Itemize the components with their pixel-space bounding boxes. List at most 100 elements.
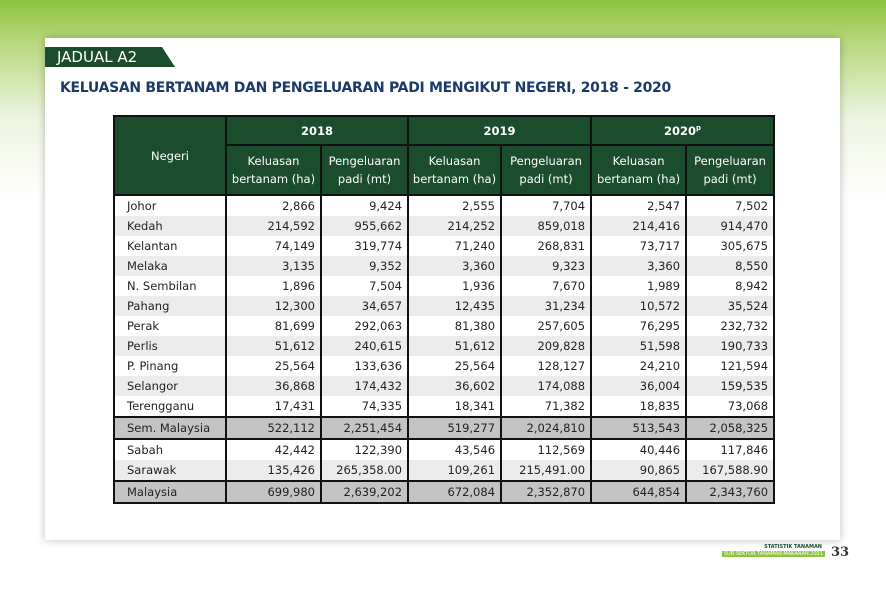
cell-value: 51,612 (225, 336, 322, 356)
cell-value: 2,547 (590, 195, 688, 216)
table-body: Johor 2,866 9,424 2,555 7,704 2,547 7,502 Kedah… (113, 195, 776, 504)
header-row: Keluasan bertanam (ha) Pengeluaran padi (… (114, 144, 776, 196)
year: 2020 (664, 123, 697, 138)
cell-value: 215,491.00 (500, 460, 593, 481)
cell-value: 644,854 (590, 480, 688, 504)
subcolumn-header: Keluasan bertanam (ha) (407, 144, 503, 196)
state-name: P. Pinang (113, 356, 227, 376)
data-row: Kedah 214,592 955,662 214,252 859,018 214,416… (113, 216, 776, 236)
cell-value: 268,831 (500, 236, 593, 256)
cell-value: 112,569 (500, 439, 593, 460)
state-name: Perlis (113, 336, 227, 356)
data-row: Selangor 36,868 174,432 36,602 174,088 36,004… (113, 376, 776, 396)
data-table: Negeri 2018 2019 2020p Keluasan bertanam (ha… (113, 115, 776, 504)
cell-value: 73,717 (590, 236, 688, 256)
cell-value: 2,352,870 (500, 480, 593, 504)
cell-value: 9,424 (319, 195, 410, 216)
cell-value: 74,149 (225, 236, 322, 256)
state-name: Kelantan (113, 236, 227, 256)
year-note: p (696, 123, 702, 132)
state-name: Perak (113, 316, 227, 336)
cell-value: 265,358.00 (319, 460, 410, 481)
subcolumn-header: Pengeluaran padi (mt) (500, 144, 593, 196)
data-row: Perlis 51,612 240,615 51,612 209,828 51,598 19… (113, 336, 776, 356)
state-name: Sarawak (113, 460, 227, 481)
cell-value: 8,550 (685, 256, 776, 276)
cell-value: 74,335 (319, 396, 410, 417)
cell-value: 2,343,760 (685, 480, 776, 504)
cell-value: 2,058,325 (685, 416, 776, 440)
cell-value: 121,594 (685, 356, 776, 376)
cell-value: 232,732 (685, 316, 776, 336)
cell-value: 190,733 (685, 336, 776, 356)
cell-value: 2,866 (225, 195, 322, 216)
cell-value: 73,068 (685, 396, 776, 417)
state-name: Melaka (113, 256, 227, 276)
cell-value: 2,251,454 (319, 416, 410, 440)
footer-line: STATISTIK TANAMAN (764, 544, 822, 550)
cell-value: 71,382 (500, 396, 593, 417)
cell-value: 18,835 (590, 396, 688, 417)
cell-value: 43,546 (407, 439, 503, 460)
cell-value: 10,572 (590, 296, 688, 316)
cell-value: 513,543 (590, 416, 688, 440)
year: 2018 (301, 123, 334, 138)
state-name: N. Sembilan (113, 276, 227, 296)
cell-value: 8,942 (685, 276, 776, 296)
cell-value: 7,502 (685, 195, 776, 216)
cell-value: 81,380 (407, 316, 503, 336)
data-row: Perak 81,699 292,063 81,380 257,605 76,295 232… (113, 316, 776, 336)
cell-value: 9,323 (500, 256, 593, 276)
cell-value: 672,084 (407, 480, 503, 504)
header-row: Negeri 2018 2019 2020p (113, 115, 776, 196)
cell-value: 209,828 (500, 336, 593, 356)
subcolumn-header: Pengeluaran padi (mt) (319, 144, 410, 196)
cell-value: 292,063 (319, 316, 410, 336)
state-name: Johor (113, 195, 227, 216)
cell-value: 3,360 (590, 256, 688, 276)
cell-value: 257,605 (500, 316, 593, 336)
cell-value: 1,936 (407, 276, 503, 296)
cell-value: 12,435 (407, 296, 503, 316)
state-name: Sabah (113, 439, 227, 460)
cell-value: 128,127 (500, 356, 593, 376)
cell-value: 76,295 (590, 316, 688, 336)
cell-value: 133,636 (319, 356, 410, 376)
cell-value: 859,018 (500, 216, 593, 236)
data-row: Terengganu 17,431 74,335 18,341 71,382 18,835… (113, 396, 776, 417)
cell-value: 1,989 (590, 276, 688, 296)
cell-value: 90,865 (590, 460, 688, 481)
cell-value: 71,240 (407, 236, 503, 256)
cell-value: 81,699 (225, 316, 322, 336)
year-header: 2019 (407, 115, 593, 146)
cell-value: 36,004 (590, 376, 688, 396)
cell-value: 699,980 (225, 480, 322, 504)
cell-value: 2,024,810 (500, 416, 593, 440)
cell-value: 955,662 (319, 216, 410, 236)
cell-value: 35,524 (685, 296, 776, 316)
data-row: Kelantan 74,149 319,774 71,240 268,831 73,717… (113, 236, 776, 256)
cell-value: 135,426 (225, 460, 322, 481)
table-head: Negeri 2018 2019 2020p Keluasan bertanam (ha… (113, 115, 776, 196)
cell-value: 174,088 (500, 376, 593, 396)
state-name: Sem. Malaysia (113, 416, 227, 440)
data-row: Johor 2,866 9,424 2,555 7,704 2,547 7,502 (113, 195, 776, 216)
cell-value: 1,896 (225, 276, 322, 296)
cell-value: 7,504 (319, 276, 410, 296)
cell-value: 12,300 (225, 296, 322, 316)
cell-value: 122,390 (319, 439, 410, 460)
cell-value: 51,598 (590, 336, 688, 356)
data-row: Melaka 3,135 9,352 3,360 9,323 3,360 8,550 (113, 256, 776, 276)
cell-value: 34,657 (319, 296, 410, 316)
cell-value: 2,639,202 (319, 480, 410, 504)
state-name: Terengganu (113, 396, 227, 417)
cell-value: 42,442 (225, 439, 322, 460)
cell-value: 240,615 (319, 336, 410, 356)
state-name: Selangor (113, 376, 227, 396)
table-title: KELUASAN BERTANAM DAN PENGELUARAN PADI M… (60, 80, 671, 96)
cell-value: 17,431 (225, 396, 322, 417)
state-name: Malaysia (113, 480, 227, 504)
year-header: 2018 (224, 115, 410, 146)
cell-value: 3,135 (225, 256, 322, 276)
